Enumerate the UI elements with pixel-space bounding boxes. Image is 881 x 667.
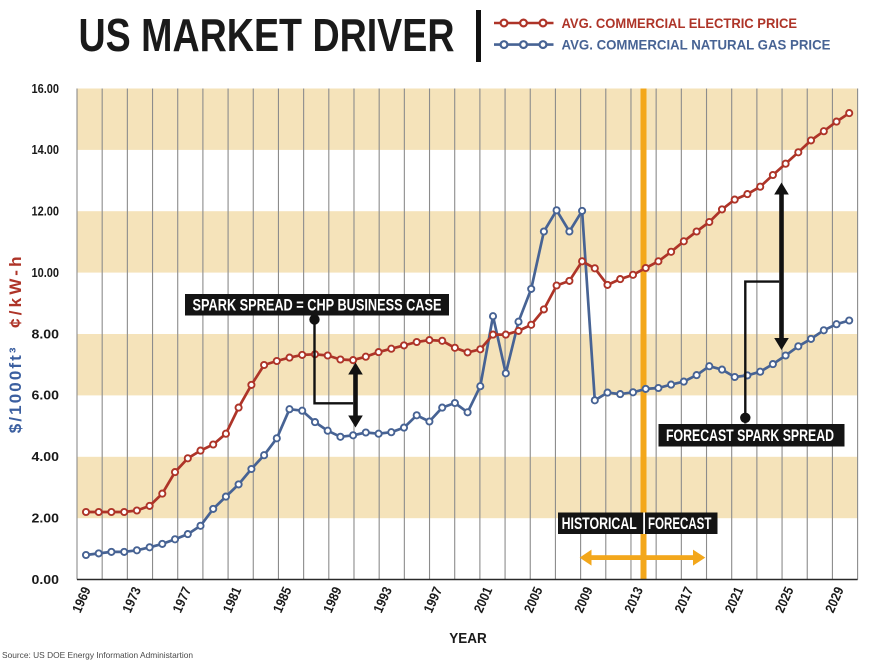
svg-text:FORECAST SPARK SPREAD: FORECAST SPARK SPREAD (666, 426, 834, 445)
svg-text:HISTORICAL: HISTORICAL (562, 514, 637, 533)
svg-text:Source: US DOE Energy Informat: Source: US DOE Energy Information Admini… (2, 650, 193, 660)
svg-text:14.00: 14.00 (32, 143, 60, 157)
svg-text:FORECAST: FORECAST (648, 514, 712, 533)
svg-text:10.00: 10.00 (32, 266, 60, 280)
svg-text:12.00: 12.00 (32, 205, 60, 219)
svg-text:YEAR: YEAR (449, 631, 487, 647)
svg-text:$/1000ft³: $/1000ft³ (6, 345, 25, 433)
svg-text:6.00: 6.00 (32, 389, 60, 403)
svg-text:¢/kW-h: ¢/kW-h (6, 253, 25, 328)
svg-text:AVG. COMMERCIAL NATURAL GAS PR: AVG. COMMERCIAL NATURAL GAS PRICE (562, 37, 831, 53)
svg-text:4.00: 4.00 (32, 450, 60, 464)
svg-text:8.00: 8.00 (32, 327, 60, 341)
svg-text:AVG. COMMERCIAL ELECTRIC PRICE: AVG. COMMERCIAL ELECTRIC PRICE (562, 15, 798, 31)
svg-text:2.00: 2.00 (32, 511, 60, 525)
svg-text:SPARK SPREAD = CHP BUSINESS CA: SPARK SPREAD = CHP BUSINESS CASE (193, 296, 442, 315)
svg-text:US MARKET DRIVER: US MARKET DRIVER (79, 9, 455, 61)
svg-text:0.00: 0.00 (32, 573, 60, 587)
svg-text:16.00: 16.00 (32, 82, 60, 96)
